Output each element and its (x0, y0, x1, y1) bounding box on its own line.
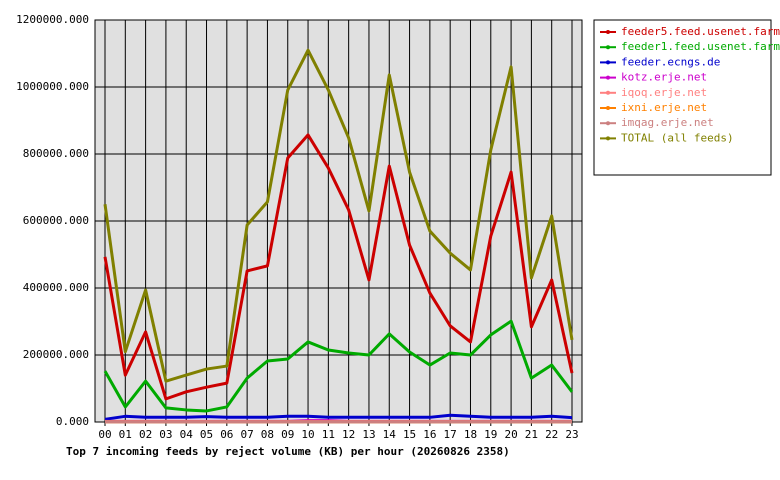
x-tick-label: 01 (119, 428, 132, 441)
x-tick-label: 07 (241, 428, 254, 441)
x-tick-label: 15 (403, 428, 416, 441)
legend-label: feeder1.feed.usenet.farm (621, 40, 780, 53)
x-tick-label: 04 (180, 428, 194, 441)
x-tick-label: 16 (423, 428, 436, 441)
y-tick-label: 200000.000 (23, 348, 89, 361)
legend-label: iqoq.erje.net (621, 86, 707, 99)
series-line (104, 413, 573, 421)
legend-label: feeder.ecngs.de (621, 55, 720, 68)
legend-label: feeder5.feed.usenet.farm (621, 25, 780, 38)
x-tick-label: 08 (261, 428, 274, 441)
legend-label: imqag.erje.net (621, 116, 714, 129)
legend-dot (606, 45, 610, 50)
y-tick-label: 800000.000 (23, 147, 89, 160)
x-tick-label: 12 (342, 428, 355, 441)
series-line (103, 48, 574, 383)
y-tick-label: 400000.000 (23, 281, 89, 294)
x-tick-label: 23 (565, 428, 578, 441)
x-tick-label: 20 (504, 428, 517, 441)
legend-dot (606, 136, 610, 141)
x-tick-label: 18 (464, 428, 477, 441)
y-tick-label: 600000.000 (23, 214, 89, 227)
x-tick-label: 11 (322, 428, 335, 441)
legend-dot (606, 60, 610, 65)
series-line (103, 133, 574, 401)
chart-title: Top 7 incoming feeds by reject volume (K… (66, 445, 510, 458)
series-line (103, 319, 574, 413)
x-tick-label: 22 (545, 428, 558, 441)
x-tick-label: 05 (200, 428, 213, 441)
x-tick-label: 14 (383, 428, 397, 441)
legend-box (593, 19, 772, 176)
legend-dot (606, 90, 610, 95)
legend-label: TOTAL (all feeds) (621, 131, 734, 144)
y-tick-label: 1200000.000 (16, 13, 89, 26)
x-tick-label: 03 (159, 428, 172, 441)
x-tick-label: 19 (484, 428, 497, 441)
x-tick-label: 21 (525, 428, 538, 441)
legend-dot (606, 75, 610, 80)
x-tick-label: 17 (444, 428, 457, 441)
y-tick-label: 0.000 (56, 415, 89, 428)
legend-dot (606, 121, 610, 126)
legend-dot (606, 106, 610, 110)
x-tick-label: 13 (362, 428, 375, 441)
x-tick-label: 02 (139, 428, 152, 441)
x-tick-label: 00 (98, 428, 111, 441)
legend-dot (606, 30, 610, 34)
x-tick-label: 06 (220, 428, 233, 441)
x-tick-label: 09 (281, 428, 294, 441)
legend-label: ixni.erje.net (621, 101, 707, 114)
y-tick-label: 1000000.000 (16, 80, 89, 93)
legend-label: kotz.erje.net (621, 71, 707, 84)
x-tick-label: 10 (301, 428, 314, 441)
